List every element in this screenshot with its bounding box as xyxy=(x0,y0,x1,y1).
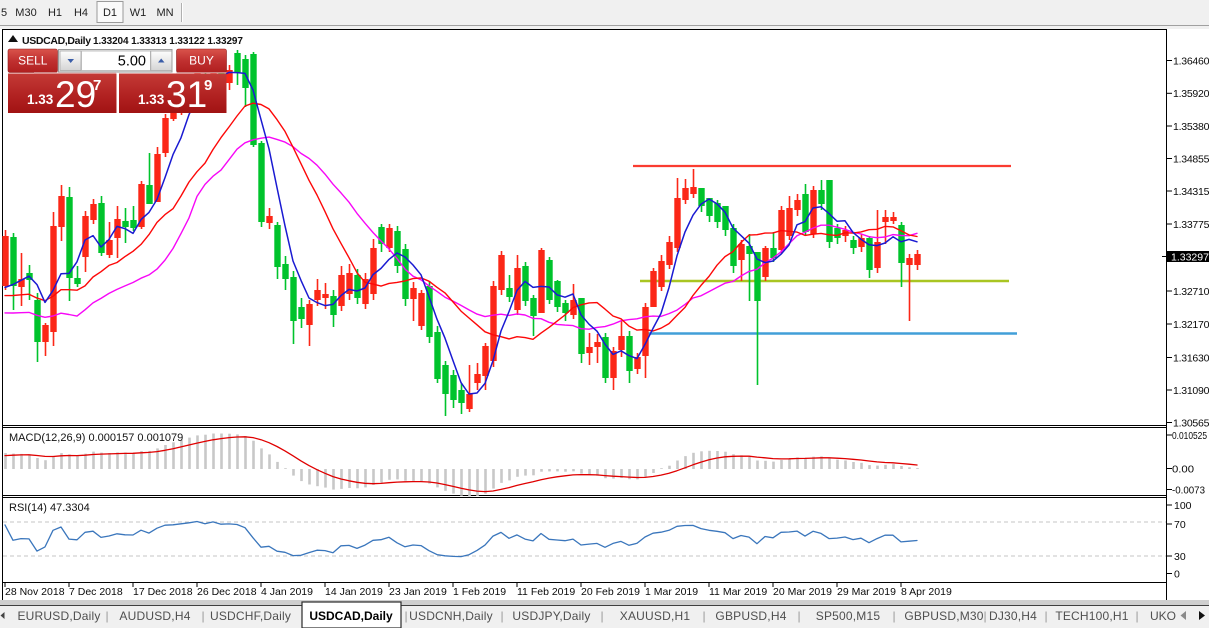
svg-text:1.33: 1.33 xyxy=(138,92,165,107)
svg-text:|: | xyxy=(500,609,503,623)
svg-text:29: 29 xyxy=(55,74,96,115)
svg-text:20 Mar 2019: 20 Mar 2019 xyxy=(773,586,832,598)
svg-text:70: 70 xyxy=(1174,519,1186,531)
svg-text:|: | xyxy=(105,609,108,623)
svg-text:|: | xyxy=(600,609,603,623)
svg-text:XAUUSD,H1: XAUUSD,H1 xyxy=(620,609,691,623)
svg-text:100: 100 xyxy=(1174,500,1192,512)
svg-text:|: | xyxy=(797,609,800,623)
svg-text:1.32710: 1.32710 xyxy=(1173,286,1209,298)
svg-text:5: 5 xyxy=(1,7,7,19)
svg-text:8 Apr 2019: 8 Apr 2019 xyxy=(901,586,952,598)
svg-text:11 Mar 2019: 11 Mar 2019 xyxy=(709,586,767,598)
svg-text:1.35380: 1.35380 xyxy=(1173,121,1209,133)
svg-text:|: | xyxy=(1044,609,1047,623)
svg-text:W1: W1 xyxy=(130,7,147,19)
svg-text:1.33297: 1.33297 xyxy=(1171,251,1209,263)
svg-text:1.34855: 1.34855 xyxy=(1173,153,1209,165)
svg-text:USDCHF,Daily: USDCHF,Daily xyxy=(210,609,291,623)
svg-text:1.30565: 1.30565 xyxy=(1173,417,1209,429)
svg-text:|: | xyxy=(892,609,895,623)
svg-text:4 Jan 2019: 4 Jan 2019 xyxy=(261,586,313,598)
svg-text:0: 0 xyxy=(1174,568,1180,580)
svg-text:28 Nov 2018: 28 Nov 2018 xyxy=(5,586,65,598)
svg-text:1.36460: 1.36460 xyxy=(1173,55,1209,67)
svg-text:|: | xyxy=(201,609,204,623)
svg-text:0.010525: 0.010525 xyxy=(1172,430,1207,442)
svg-text:BUY: BUY xyxy=(189,54,214,68)
svg-text:GBPUSD,M30: GBPUSD,M30 xyxy=(904,609,983,623)
svg-text:1.31630: 1.31630 xyxy=(1173,352,1209,364)
svg-text:SELL: SELL xyxy=(18,54,48,68)
svg-text:MACD(12,26,9) 0.000157 0.00107: MACD(12,26,9) 0.000157 0.001079 xyxy=(9,432,183,444)
svg-text:1.33204 1.33313 1.33122 1.3329: 1.33204 1.33313 1.33122 1.33297 xyxy=(93,36,243,47)
svg-text:20 Feb 2019: 20 Feb 2019 xyxy=(581,586,640,598)
svg-text:17 Dec 2018: 17 Dec 2018 xyxy=(133,586,193,598)
svg-text:UKO: UKO xyxy=(1150,609,1176,623)
svg-text:|: | xyxy=(404,609,407,623)
svg-text:D1: D1 xyxy=(103,7,117,19)
svg-text:7 Dec 2018: 7 Dec 2018 xyxy=(69,586,123,598)
svg-text:5.00: 5.00 xyxy=(118,54,146,70)
svg-text:|: | xyxy=(702,609,705,623)
svg-text:USDCAD,Daily: USDCAD,Daily xyxy=(309,609,393,623)
svg-text:MN: MN xyxy=(156,7,173,19)
svg-text:1.33: 1.33 xyxy=(27,92,54,107)
svg-text:1.34315: 1.34315 xyxy=(1173,186,1209,198)
svg-text:-0.0073: -0.0073 xyxy=(1172,484,1205,496)
svg-text:1.35920: 1.35920 xyxy=(1173,88,1209,100)
svg-text:1 Feb 2019: 1 Feb 2019 xyxy=(453,586,506,598)
svg-text:EURUSD,Daily: EURUSD,Daily xyxy=(17,609,100,623)
svg-text:29 Mar 2019: 29 Mar 2019 xyxy=(837,586,896,598)
svg-text:1.33775: 1.33775 xyxy=(1173,219,1209,231)
svg-text:USDCNH,Daily: USDCNH,Daily xyxy=(409,609,493,623)
svg-text:RSI(14) 47.3304: RSI(14) 47.3304 xyxy=(9,502,90,514)
svg-text:|: | xyxy=(1135,609,1138,623)
svg-text:7: 7 xyxy=(93,77,101,94)
svg-text:1 Mar 2019: 1 Mar 2019 xyxy=(645,586,698,598)
svg-text:AUDUSD,H4: AUDUSD,H4 xyxy=(119,609,190,623)
svg-text:0.00: 0.00 xyxy=(1172,463,1194,475)
svg-text:M30: M30 xyxy=(15,7,36,19)
svg-text:1.32170: 1.32170 xyxy=(1173,319,1209,331)
svg-text:23 Jan 2019: 23 Jan 2019 xyxy=(389,586,447,598)
svg-text:H4: H4 xyxy=(74,7,88,19)
svg-text:14 Jan 2019: 14 Jan 2019 xyxy=(325,586,383,598)
svg-text:SP500,M15: SP500,M15 xyxy=(816,609,881,623)
svg-text:9: 9 xyxy=(204,77,212,94)
svg-text:GBPUSD,H4: GBPUSD,H4 xyxy=(715,609,786,623)
svg-text:|: | xyxy=(983,609,986,623)
svg-text:26 Dec 2018: 26 Dec 2018 xyxy=(197,586,257,598)
svg-text:DJ30,H4: DJ30,H4 xyxy=(989,609,1037,623)
svg-text:USDJPY,Daily: USDJPY,Daily xyxy=(512,609,590,623)
svg-text:H1: H1 xyxy=(48,7,62,19)
svg-text:11 Feb 2019: 11 Feb 2019 xyxy=(517,586,575,598)
svg-text:1.31090: 1.31090 xyxy=(1173,385,1209,397)
svg-text:USDCAD,Daily: USDCAD,Daily xyxy=(22,35,91,47)
svg-text:31: 31 xyxy=(166,74,207,115)
svg-text:TECH100,H1: TECH100,H1 xyxy=(1055,609,1128,623)
svg-text:30: 30 xyxy=(1174,551,1186,563)
